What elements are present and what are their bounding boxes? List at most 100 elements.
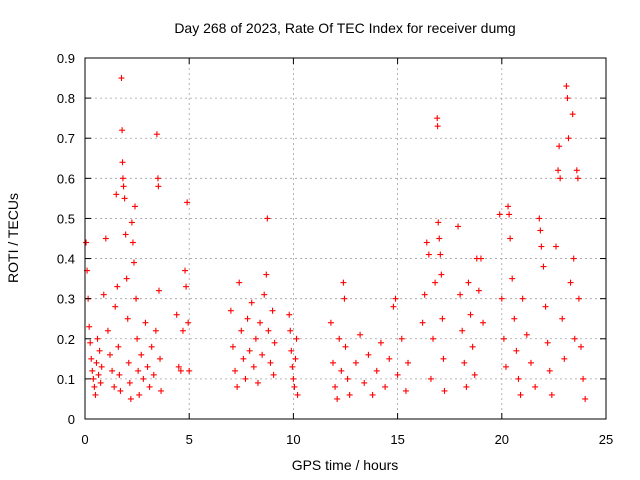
data-point	[505, 203, 512, 210]
y-tick-label: 0.9	[57, 51, 75, 66]
data-point	[236, 279, 243, 286]
data-point	[259, 351, 266, 358]
data-point	[130, 259, 137, 266]
data-point	[571, 335, 578, 342]
data-point	[327, 319, 334, 326]
data-point	[498, 295, 505, 302]
y-tick-label: 0.7	[57, 131, 75, 146]
data-point	[179, 327, 186, 334]
data-point	[111, 383, 118, 390]
data-point	[289, 363, 296, 370]
data-point	[155, 183, 162, 190]
data-point	[94, 335, 101, 342]
data-point	[254, 379, 261, 386]
data-point	[563, 83, 570, 90]
data-point	[338, 367, 345, 374]
data-point	[98, 363, 105, 370]
data-point	[540, 263, 547, 270]
data-point	[265, 327, 272, 334]
data-point	[104, 327, 111, 334]
data-point	[250, 363, 257, 370]
data-point	[332, 383, 339, 390]
data-point	[536, 215, 543, 222]
data-point	[125, 359, 132, 366]
data-point	[271, 339, 278, 346]
data-point	[134, 335, 141, 342]
data-point	[346, 391, 353, 398]
data-point	[135, 367, 142, 374]
data-point	[267, 359, 274, 366]
data-point	[121, 195, 128, 202]
data-point	[261, 291, 268, 298]
data-point	[441, 387, 448, 394]
data-point	[344, 375, 351, 382]
data-point	[394, 371, 401, 378]
data-point	[556, 143, 563, 150]
data-point	[177, 367, 184, 374]
data-point	[496, 211, 503, 218]
data-point	[132, 203, 139, 210]
data-point	[240, 355, 247, 362]
data-point	[437, 251, 444, 258]
data-point	[142, 319, 149, 326]
data-point	[182, 267, 189, 274]
data-point	[515, 375, 522, 382]
data-point	[232, 367, 239, 374]
data-point	[567, 279, 574, 286]
data-point	[290, 375, 297, 382]
data-point	[154, 175, 161, 182]
data-point	[377, 339, 384, 346]
data-point	[575, 295, 582, 302]
data-point	[100, 291, 107, 298]
data-point	[382, 383, 389, 390]
data-point	[157, 355, 164, 362]
data-point	[434, 123, 441, 130]
data-point	[423, 239, 430, 246]
data-point	[93, 359, 100, 366]
data-point	[158, 387, 165, 394]
data-point	[107, 351, 114, 358]
x-axis-title: GPS time / hours	[292, 457, 399, 473]
data-point	[87, 339, 94, 346]
data-point	[122, 231, 129, 238]
data-point	[538, 243, 545, 250]
data-point	[419, 319, 426, 326]
y-tick-label: 0.1	[57, 372, 75, 387]
data-point	[269, 307, 276, 314]
data-point	[455, 223, 462, 230]
data-point	[506, 211, 513, 218]
grid	[85, 58, 606, 419]
data-point	[564, 95, 571, 102]
data-point	[341, 295, 348, 302]
data-point	[557, 175, 564, 182]
data-point	[432, 279, 439, 286]
data-point	[513, 347, 520, 354]
data-point	[288, 347, 295, 354]
data-point	[248, 299, 255, 306]
data-point	[117, 387, 124, 394]
data-point	[435, 219, 442, 226]
data-point	[436, 235, 443, 242]
chart-title: Day 268 of 2023, Rate Of TEC Index for r…	[174, 20, 515, 36]
data-point	[342, 343, 349, 350]
data-point	[561, 355, 568, 362]
data-point	[244, 315, 251, 322]
data-point	[439, 315, 446, 322]
data-point	[109, 367, 116, 374]
data-point	[88, 355, 95, 362]
data-point	[95, 371, 102, 378]
data-point	[500, 335, 507, 342]
data-point	[175, 363, 182, 370]
data-point	[421, 291, 428, 298]
y-tick-label: 0.6	[57, 171, 75, 186]
data-point	[365, 351, 372, 358]
y-axis-title: ROTI / TECUs	[5, 193, 21, 283]
data-point	[402, 387, 409, 394]
data-point	[155, 287, 162, 294]
data-point	[257, 319, 264, 326]
data-point	[457, 291, 464, 298]
data-point	[477, 255, 484, 262]
data-point	[227, 307, 234, 314]
data-point	[334, 395, 341, 402]
data-point	[119, 175, 126, 182]
